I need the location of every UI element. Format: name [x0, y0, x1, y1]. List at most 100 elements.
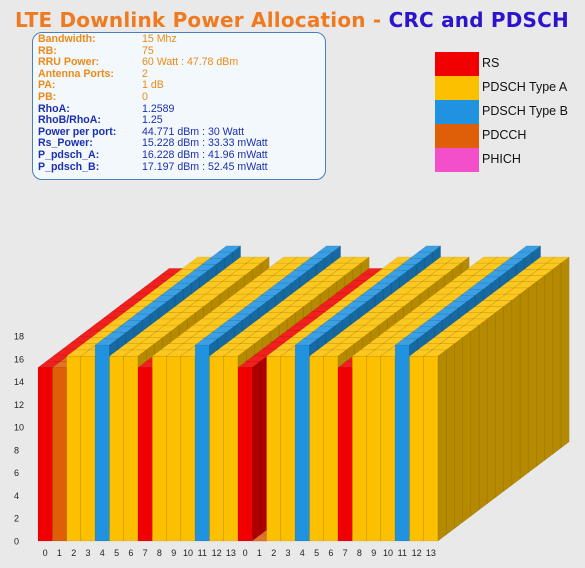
bar-front: [109, 355, 124, 542]
legend-swatch: [435, 52, 479, 76]
bar-front: [352, 355, 367, 542]
legend-label: PHICH: [482, 152, 521, 166]
param-row: Bandwidth: 15 Mhz: [38, 33, 325, 46]
bar-front: [37, 367, 53, 542]
x-tick-label: 4: [300, 548, 305, 558]
x-tick-label: 2: [71, 548, 76, 558]
x-tick-label: 13: [226, 548, 236, 558]
param-row: P_pdsch_A: 16.228 dBm : 41.96 mWatt: [38, 149, 325, 162]
bar-side: [552, 262, 562, 455]
legend-item: PDSCH Type B: [435, 100, 585, 124]
param-row: Antenna Ports: 2: [38, 67, 325, 81]
x-tick-label: 3: [85, 548, 90, 558]
bar-side: [503, 299, 512, 492]
y-tick-label: 12: [14, 400, 24, 410]
bar-front: [309, 355, 324, 542]
param-value: 17.197 dBm : 52.45 mWatt: [142, 160, 268, 173]
param-value: 0: [142, 90, 148, 103]
legend-item: RS: [435, 52, 585, 76]
x-tick-label: 8: [157, 548, 162, 558]
legend-label: PDCCH: [482, 128, 527, 142]
bar-front: [180, 355, 196, 542]
resource-row: [37, 338, 447, 542]
param-value: 1.2589: [142, 102, 175, 115]
param-key: Antenna Ports:: [38, 67, 114, 80]
bar-front: [66, 355, 82, 542]
param-value: 2: [142, 67, 148, 80]
param-key: P_pdsch_B:: [38, 160, 100, 173]
x-tick-label: 6: [128, 548, 133, 558]
x-tick-label: 10: [183, 548, 193, 558]
x-tick-label: 5: [114, 548, 119, 558]
bar-front: [394, 344, 410, 542]
x-tick-label: 2: [271, 548, 276, 558]
legend-item: PDCCH: [435, 124, 585, 148]
bar-side: [528, 281, 537, 474]
param-key: RhoB/RhoA:: [38, 114, 101, 127]
param-value: 75: [142, 44, 154, 57]
legend-item: PHICH: [435, 148, 585, 172]
x-tick-label: 9: [171, 548, 176, 558]
x-tick-label: 7: [143, 548, 148, 558]
bar-front: [94, 344, 110, 542]
bar-front: [237, 367, 253, 542]
bar-front: [166, 355, 182, 542]
title-part-1: LTE Downlink Power Allocation -: [15, 8, 382, 32]
bar-side: [544, 268, 553, 461]
param-row: RhoB/RhoA: 1.25: [38, 115, 325, 127]
bar-side: [437, 349, 447, 542]
bar-front: [323, 355, 339, 542]
chart-title: LTE Downlink Power Allocation - CRC and …: [15, 8, 569, 32]
legend-swatch: [435, 148, 479, 172]
legend-label: PDSCH Type B: [482, 104, 568, 118]
x-tick-label: 6: [328, 548, 333, 558]
x-tick-label: 5: [314, 548, 319, 558]
legend-label: PDSCH Type A: [482, 80, 568, 94]
bar-front: [337, 367, 353, 542]
x-tick-label: 8: [357, 548, 362, 558]
bar-front: [409, 355, 424, 542]
param-row: Rs_Power: 15.228 dBm : 33.33 mWatt: [38, 138, 325, 150]
param-key: Bandwidth:: [38, 33, 96, 45]
y-tick-label: 4: [14, 491, 19, 501]
bar-side: [470, 324, 480, 517]
bar-side: [252, 360, 261, 542]
x-tick-label: 11: [198, 548, 207, 558]
bar-front: [423, 355, 439, 542]
bar-front: [52, 367, 67, 542]
bar-front: [280, 355, 296, 542]
y-tick-label: 14: [14, 377, 24, 387]
legend-label: RS: [482, 56, 500, 70]
title-part-2: CRC and PDSCH: [388, 8, 569, 32]
param-value: 44.771 dBm : 30 Watt: [142, 125, 245, 138]
bar-side: [560, 256, 570, 449]
param-row: P_pdsch_B: 17.197 dBm : 52.45 mWatt: [38, 160, 325, 174]
bar-front: [194, 344, 210, 542]
bar-front: [223, 355, 239, 542]
bar-front: [209, 355, 224, 542]
y-tick-label: 8: [14, 445, 19, 455]
legend-swatch: [435, 76, 479, 100]
x-tick-label: 1: [57, 548, 62, 558]
param-key: RB:: [38, 44, 57, 57]
param-key: RhoA:: [38, 102, 70, 115]
bar-front: [137, 367, 153, 542]
bar-side: [478, 318, 488, 511]
bar-side: [454, 337, 463, 530]
param-row: RhoA: 1.2589: [38, 102, 325, 116]
bar-side: [446, 343, 455, 536]
bar-side: [495, 306, 504, 499]
param-value: 1.25: [142, 114, 163, 127]
x-tick-label: 0: [43, 548, 48, 558]
x-tick-label: 10: [383, 548, 393, 558]
bar-front: [152, 355, 167, 542]
y-tick-label: 6: [14, 468, 19, 478]
pdsch-a-bar: [423, 349, 447, 542]
x-tick-label: 4: [100, 548, 105, 558]
bar-front: [80, 355, 96, 542]
x-tick-label: 7: [343, 548, 348, 558]
rs-bar: [237, 360, 262, 542]
param-value: 60 Watt : 47.78 dBm: [142, 56, 239, 69]
legend-item: PDSCH Type A: [435, 76, 585, 100]
y-tick-label: 0: [14, 537, 19, 547]
